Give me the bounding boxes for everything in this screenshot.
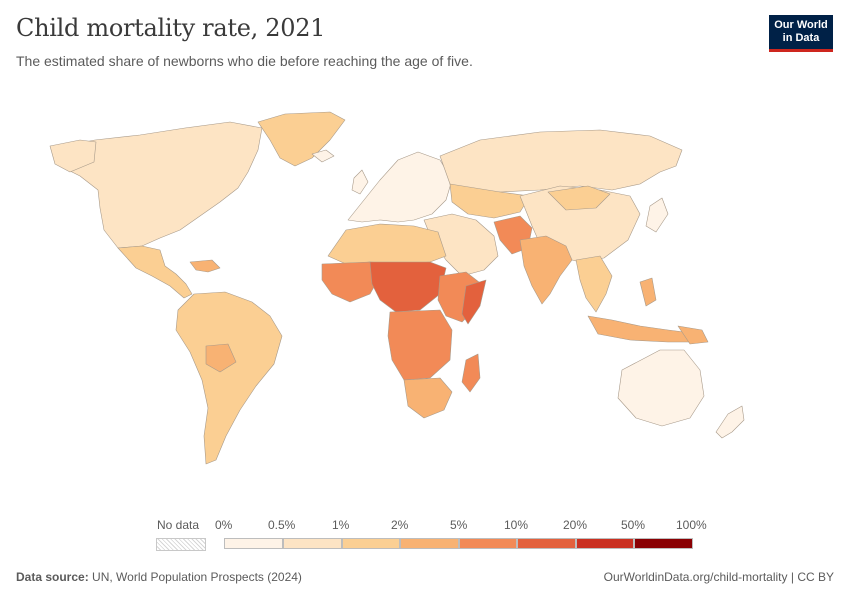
region-north-africa[interactable] <box>327 223 447 265</box>
legend-tick-label: 10% <box>504 518 529 532</box>
legend-tick-label: 50% <box>621 518 646 532</box>
region-uk[interactable] <box>351 169 369 195</box>
legend-tick-label: 2% <box>391 518 409 532</box>
legend-bin-5-10[interactable] <box>459 538 517 549</box>
region-madagascar[interactable] <box>461 353 481 393</box>
region-europe[interactable] <box>347 151 453 223</box>
region-alaska[interactable] <box>49 139 97 173</box>
data-source-text: UN, World Population Prospects (2024) <box>92 570 302 584</box>
region-australia[interactable] <box>617 349 705 427</box>
data-source-label: Data source: <box>16 570 89 584</box>
region-north-america[interactable] <box>51 121 263 249</box>
region-southern-africa[interactable] <box>403 377 453 419</box>
region-philippines[interactable] <box>639 277 657 307</box>
region-sahel[interactable] <box>369 261 447 313</box>
region-south-america[interactable] <box>175 291 283 465</box>
legend-tick-label: 0% <box>215 518 233 532</box>
legend-no-data-swatch[interactable] <box>156 538 206 551</box>
chart-subtitle: The estimated share of newborns who die … <box>16 53 473 69</box>
chart-url-link[interactable]: OurWorldinData.org/child-mortality <box>603 570 788 584</box>
region-greenland[interactable] <box>257 111 346 167</box>
region-central-africa[interactable] <box>387 309 453 381</box>
region-caribbean[interactable] <box>189 259 221 273</box>
legend-tick-label: 20% <box>563 518 588 532</box>
region-iceland[interactable] <box>311 149 335 163</box>
region-japan[interactable] <box>645 197 669 233</box>
region-bolivia[interactable] <box>205 343 237 373</box>
logo-line-1: Our World <box>774 19 828 31</box>
legend-bin-10-20[interactable] <box>517 538 576 549</box>
region-southeast-asia[interactable] <box>575 255 613 313</box>
license-link[interactable]: CC BY <box>797 570 834 584</box>
legend-tick-label: 1% <box>332 518 350 532</box>
region-somalia[interactable] <box>461 279 487 325</box>
legend-tick-label: 5% <box>450 518 468 532</box>
footer-links: OurWorldinData.org/child-mortality | CC … <box>604 570 834 584</box>
legend-bin-20-50[interactable] <box>576 538 634 549</box>
legend-no-data-label: No data <box>157 518 200 532</box>
chart-title: Child mortality rate, 2021 <box>16 14 326 42</box>
owid-logo[interactable]: Our World in Data <box>769 15 833 52</box>
world-map[interactable] <box>0 80 850 505</box>
legend-tick-label: 0.5% <box>268 518 296 532</box>
region-mongolia[interactable] <box>547 185 611 211</box>
legend-tick-label: 100% <box>676 518 707 532</box>
legend-bin-1-2[interactable] <box>342 538 400 549</box>
region-russia[interactable] <box>439 129 683 193</box>
region-central-asia[interactable] <box>449 183 531 219</box>
data-source-note: Data source: UN, World Population Prospe… <box>16 570 302 584</box>
region-india[interactable] <box>519 235 573 305</box>
footer-separator: | <box>790 570 794 584</box>
map-legend: No data 0% 0.5% 1% 2% 5% 10% 20% 50% 100… <box>0 512 850 552</box>
legend-bin-0.5-1[interactable] <box>283 538 342 549</box>
legend-bin-0-0.5[interactable] <box>224 538 283 549</box>
legend-bin-50-100[interactable] <box>634 538 693 549</box>
logo-line-2: in Data <box>782 32 820 44</box>
region-papua-new-guinea[interactable] <box>677 325 709 345</box>
region-new-zealand[interactable] <box>715 405 745 439</box>
legend-bin-2-5[interactable] <box>400 538 459 549</box>
region-mexico[interactable] <box>117 245 193 299</box>
